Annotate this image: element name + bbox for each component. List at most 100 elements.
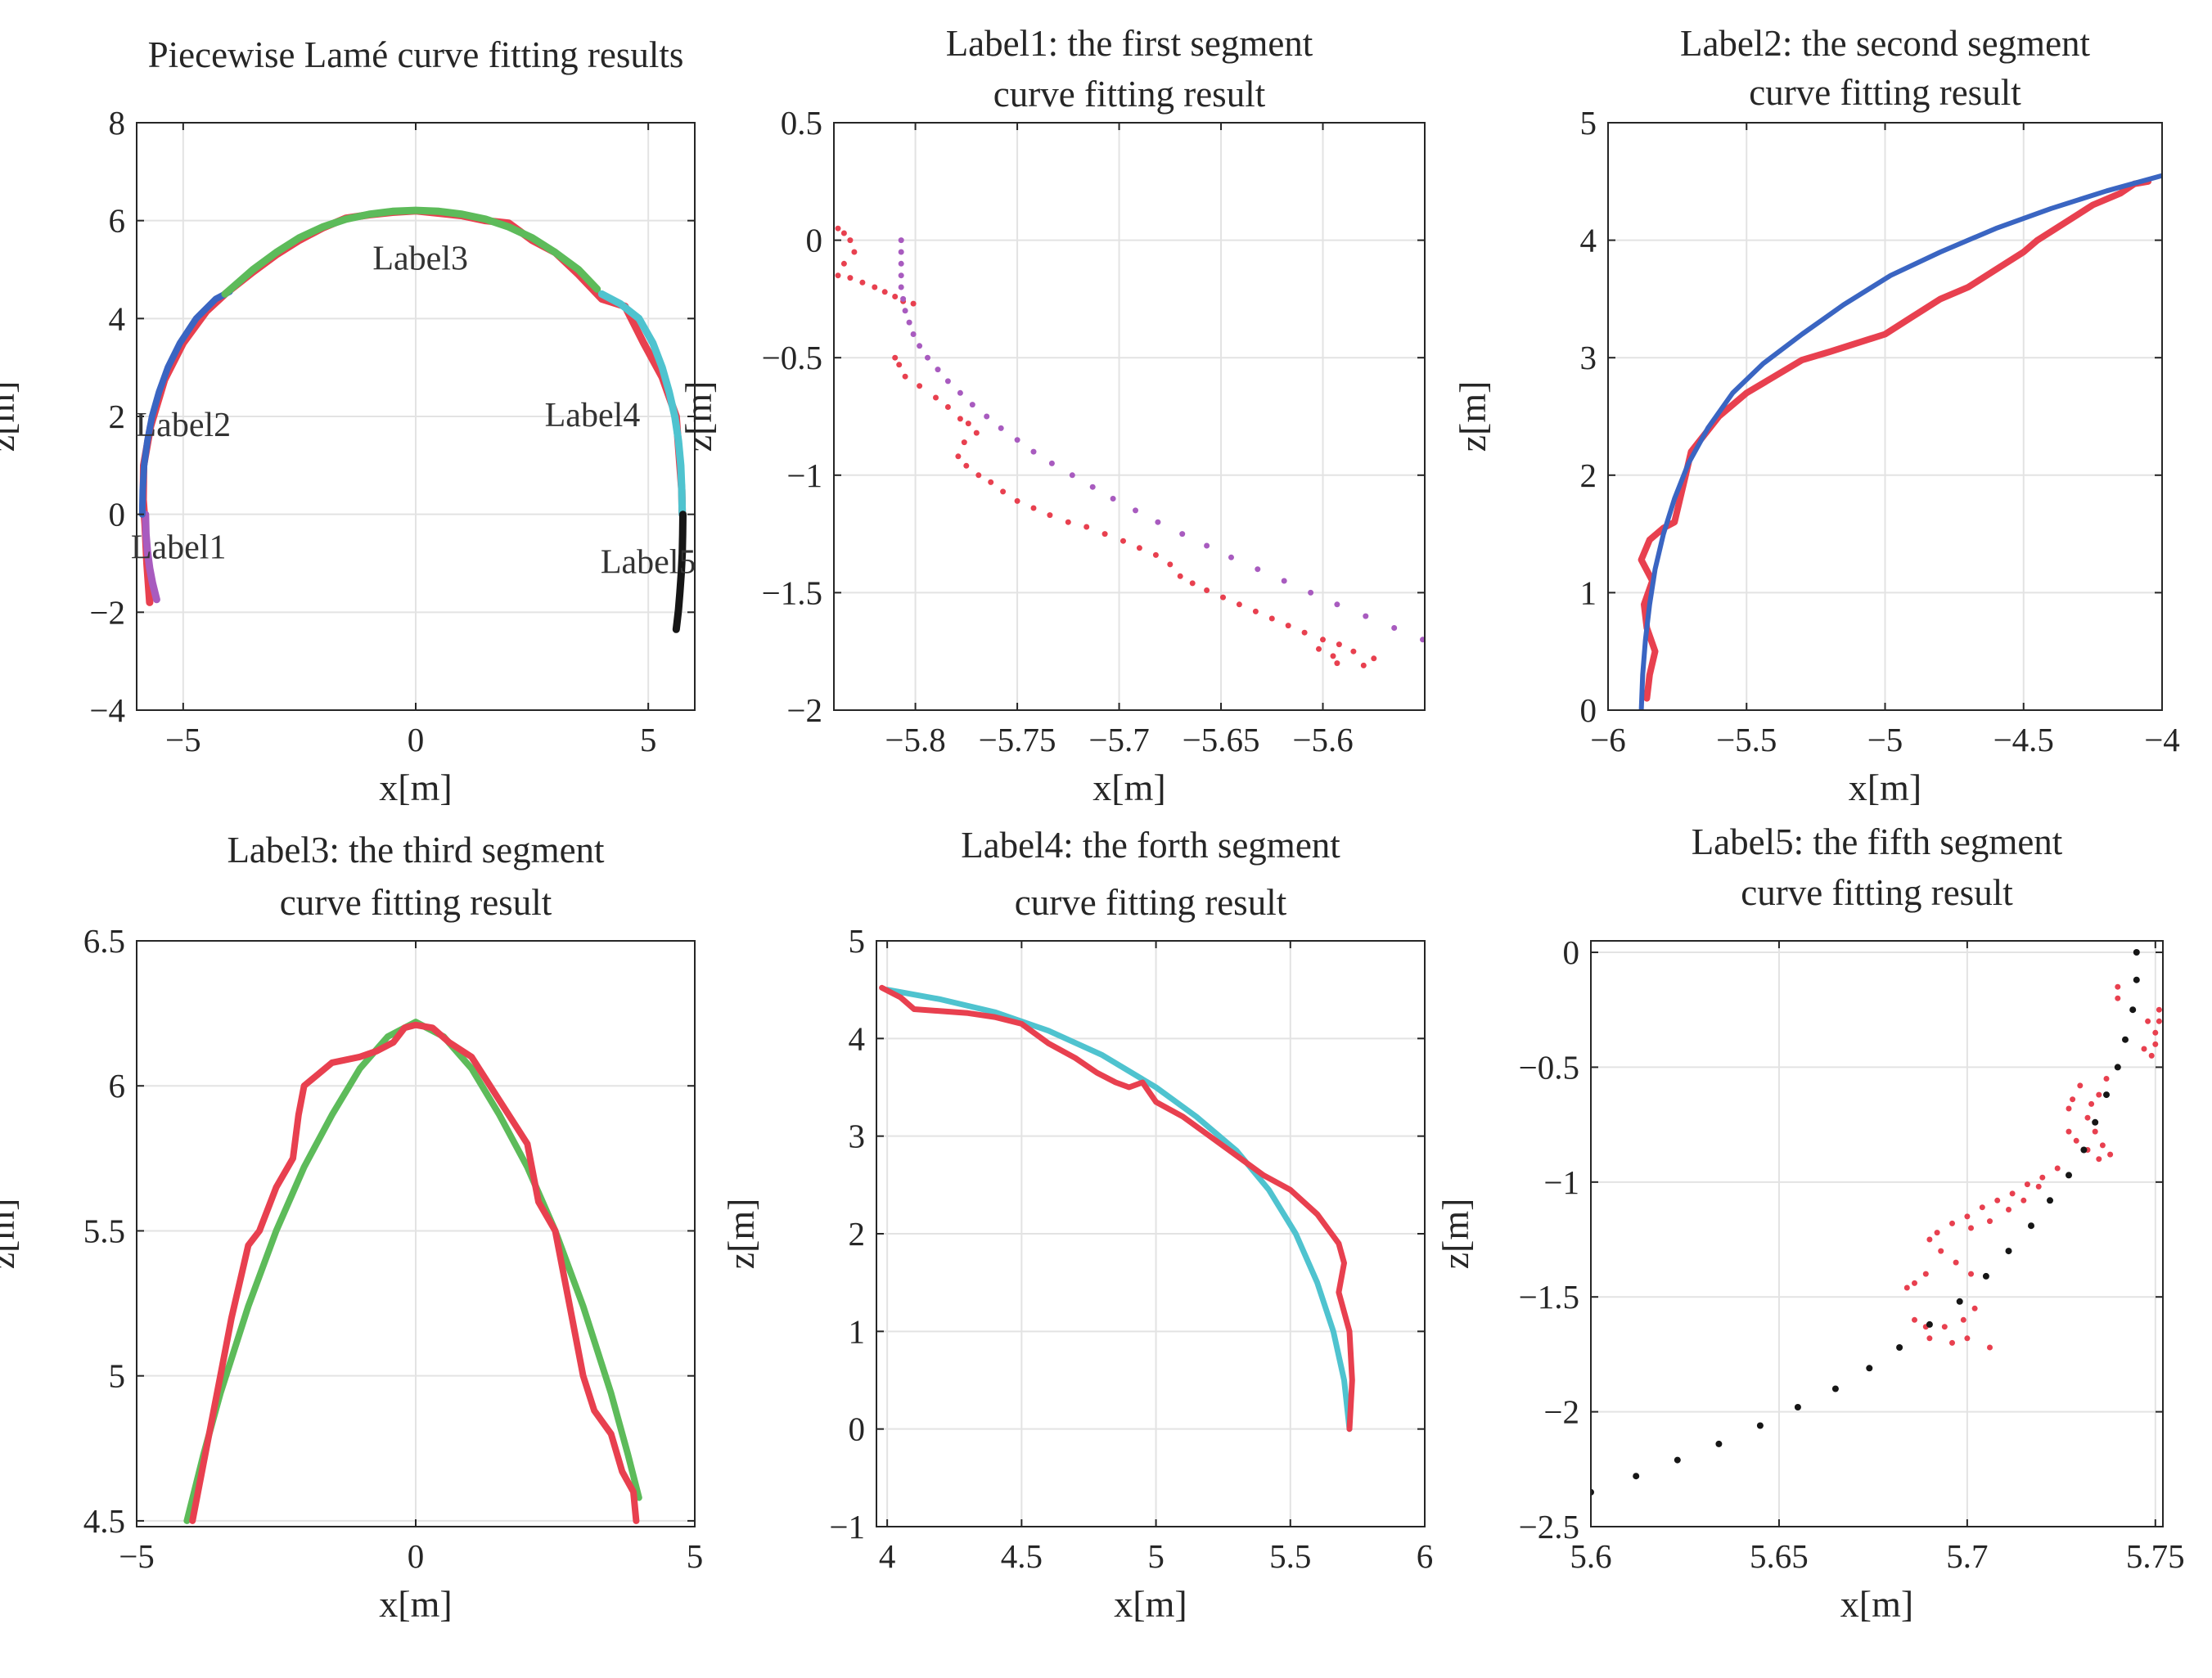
y-tick-label: 0 bbox=[1580, 691, 1597, 729]
series-label1-point bbox=[898, 237, 904, 244]
y-tick-label: 8 bbox=[109, 104, 126, 142]
series-label1-point bbox=[1133, 507, 1138, 514]
series-measured-point bbox=[840, 230, 847, 236]
series-label1-point bbox=[969, 402, 975, 408]
x-axis-label: x[m] bbox=[379, 767, 452, 808]
series-measured-point bbox=[1301, 629, 1308, 636]
series-label1-point bbox=[917, 343, 923, 349]
series-measured-point bbox=[975, 472, 982, 479]
series-measured-point bbox=[902, 373, 908, 380]
series-measured-point bbox=[1330, 653, 1336, 659]
y-axis-label: z[m] bbox=[1435, 1199, 1476, 1270]
series-label5-point bbox=[1831, 1385, 1839, 1392]
series-label1-point bbox=[902, 308, 908, 314]
series-label5-point bbox=[2133, 976, 2140, 983]
chart-title: Label2: the second segment bbox=[1680, 23, 2091, 64]
x-tick-label: 5.75 bbox=[2126, 1537, 2185, 1575]
y-tick-label: 2 bbox=[109, 398, 126, 435]
series-measured-point bbox=[1334, 660, 1340, 667]
series-measured-point bbox=[2088, 1100, 2095, 1107]
series-label5-point bbox=[2066, 1172, 2072, 1179]
series-measured-point bbox=[1336, 641, 1342, 648]
chart-label4: 4 4.5 5 5.5 6 −1 0 1 2 3 4 5 x[m] z[m] Label4: the for… bbox=[720, 825, 1433, 1625]
series-measured-point bbox=[1252, 608, 1259, 614]
y-tick-label: 0 bbox=[849, 1410, 866, 1448]
chart-label1: −5.8 −5.75 −5.7 −5.65 −5.6 −2 −1.5 −1 −0.5 0 0.5 x[… bbox=[678, 23, 1426, 808]
x-tick-label: −4 bbox=[2144, 721, 2180, 758]
series-label1-point bbox=[925, 354, 930, 361]
series-measured-point bbox=[1912, 1280, 1917, 1286]
series-measured-point bbox=[1167, 561, 1174, 568]
series-measured-point bbox=[1083, 524, 1090, 530]
series-measured-point bbox=[1949, 1220, 1955, 1226]
series-label5-point bbox=[1896, 1344, 1903, 1351]
series-label5-point bbox=[2005, 1248, 2012, 1255]
series-measured-point bbox=[2156, 1018, 2162, 1024]
y-tick-label: 5 bbox=[109, 1357, 126, 1395]
x-tick-label: −5.7 bbox=[1088, 721, 1149, 758]
x-tick-label: −5.8 bbox=[885, 721, 945, 758]
x-tick-label: −5 bbox=[1867, 721, 1903, 758]
series-measured-point bbox=[1979, 1204, 1985, 1211]
series-measured-point bbox=[2066, 1105, 2072, 1112]
y-tick-label: 5 bbox=[1580, 104, 1597, 142]
x-tick-label: 0 bbox=[408, 721, 425, 758]
chart-label5: 5.6 5.65 5.7 5.75 −2.5 −2 −1.5 −1 −0.5 0 x[m] z[m] L… bbox=[1435, 821, 2185, 1625]
x-tick-label: 5.7 bbox=[1946, 1537, 1988, 1575]
y-tick-label: 0 bbox=[109, 496, 126, 533]
y-axis-label: z[m] bbox=[1452, 381, 1493, 452]
y-tick-label: −0.5 bbox=[762, 339, 822, 376]
series-measured-point bbox=[1120, 538, 1126, 544]
series-measured-point bbox=[2066, 1128, 2072, 1135]
chart-title: curve fitting result bbox=[1749, 72, 2021, 113]
series-measured-point bbox=[1968, 1225, 1974, 1231]
series-measured-point bbox=[2141, 1046, 2147, 1052]
series-measured-point bbox=[881, 289, 888, 295]
series-measured-point bbox=[1014, 497, 1020, 504]
series-measured-point bbox=[835, 272, 841, 279]
series-measured-point bbox=[2024, 1181, 2030, 1188]
series-label1-point bbox=[1334, 601, 1340, 608]
x-tick-label: −5 bbox=[165, 721, 201, 758]
series-measured-point bbox=[1360, 662, 1367, 668]
y-tick-label: −4 bbox=[89, 691, 125, 729]
series-label1-point bbox=[957, 389, 963, 396]
series-label1-point bbox=[1363, 613, 1369, 619]
series-label1-point bbox=[898, 260, 904, 267]
x-tick-label: 0 bbox=[408, 1537, 425, 1575]
series-measured-point bbox=[1371, 655, 1377, 662]
series-measured-point bbox=[1912, 1316, 1917, 1323]
y-tick-label: 6 bbox=[109, 1067, 126, 1104]
y-tick-label: −1 bbox=[786, 457, 822, 494]
series-measured-point bbox=[2077, 1082, 2084, 1089]
series-measured-line bbox=[879, 984, 1355, 1433]
series-label1-point bbox=[1228, 554, 1234, 560]
x-tick-label: 5 bbox=[640, 721, 657, 758]
x-tick-label: −5.65 bbox=[1183, 721, 1260, 758]
y-tick-label: −1.5 bbox=[762, 574, 822, 611]
series-label2-line bbox=[138, 288, 233, 518]
series-label1-point bbox=[910, 331, 917, 337]
series-label1-point bbox=[900, 295, 907, 302]
y-tick-label: 6 bbox=[109, 202, 126, 240]
y-tick-label: 1 bbox=[1580, 574, 1597, 611]
x-tick-label: −5.5 bbox=[1716, 721, 1777, 758]
series-label1-point bbox=[1048, 460, 1055, 466]
series-measured-point bbox=[1903, 1284, 1910, 1291]
series-measured-point bbox=[1938, 1248, 1944, 1254]
chart-title: curve fitting result bbox=[993, 74, 1266, 115]
series-label5-point bbox=[2080, 1146, 2088, 1154]
x-tick-label: 5.6 bbox=[1570, 1537, 1611, 1575]
x-axis-label: x[m] bbox=[1849, 767, 1921, 808]
x-axis-label: x[m] bbox=[1114, 1583, 1187, 1625]
chart-label2: −6 −5.5 −5 −4.5 −4 0 1 2 3 4 5 x[m] z[m] Label2: the … bbox=[1452, 23, 2180, 808]
x-tick-label: −4.5 bbox=[1994, 721, 2054, 758]
chart-title: curve fitting result bbox=[1015, 882, 1287, 923]
series-measured-point bbox=[840, 260, 847, 267]
series-label1-point bbox=[1281, 578, 1287, 584]
series-label5-point bbox=[1926, 1320, 1933, 1328]
series-label1-point bbox=[1110, 496, 1116, 502]
series-measured-point bbox=[2070, 1096, 2076, 1103]
x-tick-label: 5 bbox=[687, 1537, 704, 1575]
